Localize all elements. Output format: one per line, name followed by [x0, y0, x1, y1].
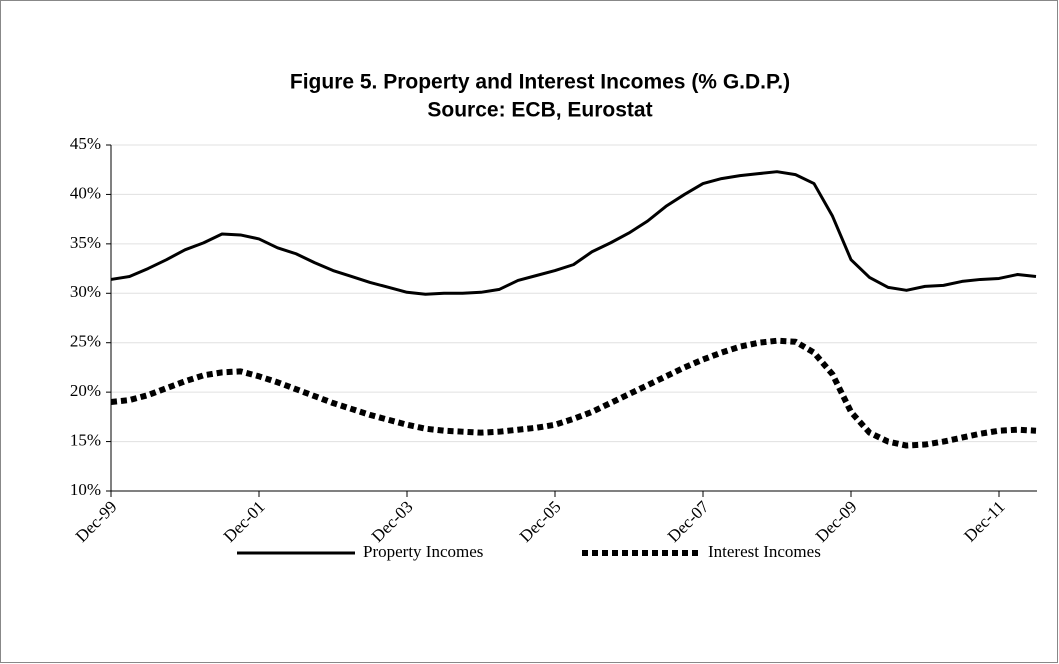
chart-title: Figure 5. Property and Interest Incomes … — [290, 71, 790, 94]
y-tick-label: 30% — [70, 282, 101, 301]
legend-label: Property Incomes — [363, 542, 483, 561]
y-tick-label: 40% — [70, 183, 101, 202]
y-tick-label: 25% — [70, 332, 101, 351]
y-tick-label: 35% — [70, 233, 101, 252]
y-tick-label: 45% — [70, 134, 101, 153]
y-tick-label: 20% — [70, 381, 101, 400]
line-series — [110, 170, 1037, 296]
legend-label: Interest Incomes — [708, 542, 821, 561]
y-tick-label: 15% — [70, 430, 101, 449]
y-tick-label: 10% — [70, 480, 101, 499]
chart-subtitle: Source: ECB, Eurostat — [427, 99, 652, 122]
